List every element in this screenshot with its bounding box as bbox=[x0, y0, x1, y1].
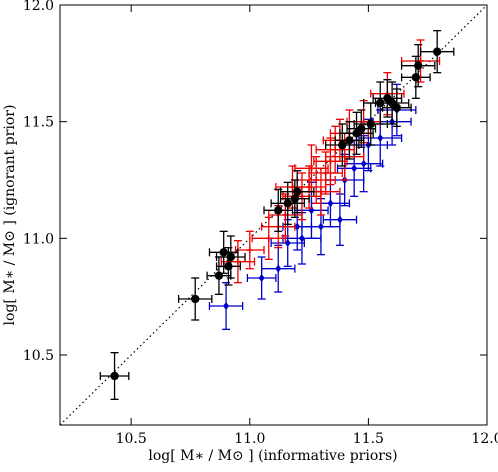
point-marker-cross bbox=[265, 235, 272, 242]
point-marker-diamond bbox=[360, 159, 367, 168]
y-tick-label: 10.5 bbox=[23, 348, 54, 364]
point-marker-circle bbox=[226, 252, 235, 262]
point-marker-circle bbox=[293, 187, 302, 196]
point-marker-cross bbox=[322, 170, 329, 176]
data-point bbox=[270, 181, 305, 225]
series-group-diamond bbox=[208, 83, 417, 330]
data-point bbox=[322, 193, 358, 246]
point-marker-cross bbox=[327, 158, 334, 165]
x-tick-label: 11.5 bbox=[353, 431, 384, 447]
data-layer bbox=[99, 30, 455, 400]
point-marker-cross bbox=[332, 146, 339, 153]
point-marker-circle bbox=[274, 206, 283, 215]
x-tick-label: 11.0 bbox=[234, 431, 265, 447]
y-axis-label: log[ M∗ / M⊙ ] (ignorant prior) bbox=[2, 105, 18, 326]
point-marker-cross bbox=[317, 188, 324, 195]
data-point bbox=[220, 240, 256, 284]
data-point bbox=[279, 170, 315, 214]
one-to-one-reference-line bbox=[60, 5, 487, 425]
point-marker-diamond bbox=[327, 199, 334, 208]
data-point bbox=[400, 44, 436, 88]
x-axis-label: log[ M∗ / M⊙ ] (informative priors) bbox=[148, 448, 397, 464]
point-marker-circle bbox=[345, 136, 354, 145]
point-marker-circle bbox=[283, 199, 292, 208]
data-point bbox=[419, 30, 455, 74]
point-marker-diamond bbox=[258, 274, 265, 282]
point-marker-circle bbox=[191, 294, 200, 304]
x-tick-label: 12.0 bbox=[471, 431, 498, 447]
tick-layer: 10.5 11.0 11.5 12.0 10.5 11.0 11.5 12.0 bbox=[23, 0, 498, 447]
data-point bbox=[208, 282, 244, 330]
point-marker-diamond bbox=[298, 234, 305, 243]
point-marker-cross bbox=[308, 165, 315, 172]
data-point bbox=[400, 39, 441, 83]
data-point bbox=[270, 219, 305, 267]
y-tick-label: 11.5 bbox=[23, 115, 54, 131]
data-point bbox=[325, 123, 360, 167]
data-point bbox=[260, 244, 296, 293]
data-point bbox=[99, 352, 130, 400]
point-marker-diamond bbox=[284, 239, 291, 247]
data-point bbox=[215, 235, 246, 279]
data-point bbox=[251, 216, 287, 260]
point-marker-diamond bbox=[317, 222, 324, 231]
point-marker-circle bbox=[110, 371, 119, 381]
point-marker-cross bbox=[246, 247, 253, 253]
data-point bbox=[334, 121, 365, 160]
data-point bbox=[344, 135, 384, 193]
series-group-cross bbox=[220, 39, 441, 284]
point-marker-diamond bbox=[223, 302, 230, 310]
point-marker-circle bbox=[338, 140, 347, 150]
point-marker-diamond bbox=[351, 164, 358, 173]
reference-line-layer bbox=[60, 5, 487, 425]
point-marker-diamond bbox=[294, 222, 301, 231]
point-marker-circle bbox=[414, 61, 423, 70]
data-point bbox=[346, 109, 377, 148]
point-marker-circle bbox=[357, 124, 366, 133]
data-point bbox=[336, 139, 372, 197]
data-point bbox=[315, 125, 355, 174]
data-point bbox=[381, 88, 412, 127]
point-marker-diamond bbox=[377, 134, 384, 142]
point-marker-cross bbox=[234, 258, 241, 265]
data-point bbox=[339, 111, 374, 155]
point-marker-cross bbox=[313, 177, 320, 183]
point-marker-diamond bbox=[336, 215, 343, 224]
x-tick-label: 10.5 bbox=[116, 431, 147, 447]
data-point bbox=[246, 256, 277, 300]
data-point bbox=[282, 212, 322, 265]
series-group-circle bbox=[99, 30, 455, 400]
point-marker-circle bbox=[219, 248, 228, 257]
data-point bbox=[177, 277, 213, 321]
point-marker-circle bbox=[432, 47, 442, 56]
y-tick-label: 11.0 bbox=[23, 231, 54, 247]
plot-frame bbox=[59, 4, 488, 426]
point-marker-circle bbox=[392, 103, 402, 112]
point-marker-circle bbox=[366, 119, 375, 129]
point-marker-diamond bbox=[275, 264, 282, 273]
y-tick-label: 12.0 bbox=[23, 0, 54, 14]
data-point bbox=[208, 230, 239, 274]
